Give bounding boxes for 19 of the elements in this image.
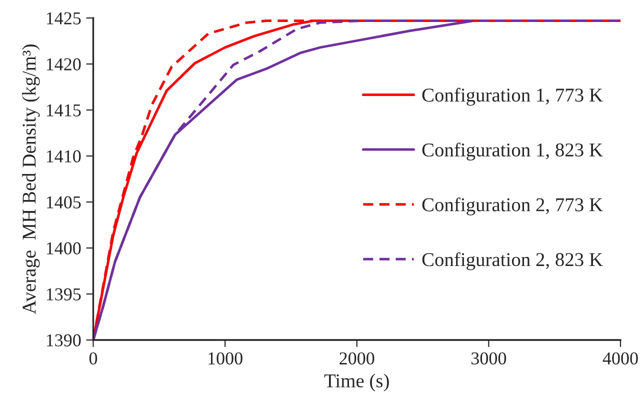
legend-label: Configuration 2, 823 K [422, 252, 603, 270]
legend-label: Configuration 1, 823 K [422, 142, 603, 161]
x-tick-label: 4000 [602, 352, 638, 365]
y-tick-label: 1410 [46, 150, 81, 162]
x-tick-label: 1000 [208, 352, 242, 365]
y-tick-label: 1415 [46, 104, 81, 116]
y-tick-label: 1420 [46, 58, 81, 70]
legend-label: Configuration 1, 773 K [422, 88, 603, 106]
x-tick-label: 0 [89, 352, 98, 365]
x-axis-title: Time (s) [324, 374, 389, 392]
x-tick-label: 3000 [471, 352, 506, 365]
x-tick-label: 2000 [340, 352, 374, 365]
y-tick-label: 1395 [46, 288, 81, 300]
y-axis-title: Average MH Bed Density (kg/m³) [22, 44, 40, 314]
y-tick-label: 1390 [46, 334, 81, 346]
y-tick-label: 1400 [46, 242, 81, 254]
legend-label: Configuration 2, 773 K [422, 197, 603, 216]
y-tick-label: 1425 [46, 12, 81, 24]
y-tick-label: 1405 [46, 196, 81, 208]
